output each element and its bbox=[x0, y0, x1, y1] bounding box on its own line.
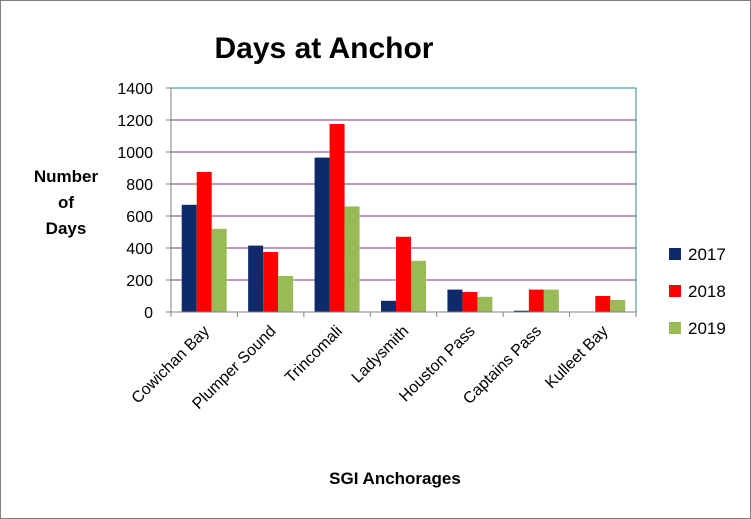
x-tick-label: Kulleet Bay bbox=[542, 323, 611, 392]
bar-2018-0 bbox=[196, 172, 212, 312]
bar-2019-4 bbox=[477, 296, 493, 312]
bar-2019-5 bbox=[543, 289, 559, 312]
bar-2019-2 bbox=[344, 206, 360, 312]
legend: 2017 2018 2019 bbox=[669, 245, 726, 338]
bar-2017-2 bbox=[314, 157, 330, 312]
bar-2018-3 bbox=[396, 236, 411, 312]
bar-2018-2 bbox=[329, 124, 345, 312]
y-axis-title-line-2: of bbox=[58, 193, 74, 212]
bar-2018-5 bbox=[528, 289, 544, 312]
bar-2019-3 bbox=[411, 260, 426, 312]
legend-swatch bbox=[669, 322, 681, 334]
bar-2019-0 bbox=[211, 228, 227, 312]
chart-title: Days at Anchor bbox=[215, 32, 434, 65]
y-tick-label: 1200 bbox=[117, 113, 153, 130]
y-tick-label: 0 bbox=[144, 305, 153, 322]
bar-2017-3 bbox=[381, 300, 396, 312]
y-tick-label: 600 bbox=[126, 209, 153, 226]
y-tick-label: 400 bbox=[126, 241, 153, 258]
axes bbox=[170, 87, 637, 313]
x-tick-label: Ladysmith bbox=[349, 323, 413, 387]
bar-2019-6 bbox=[610, 300, 626, 312]
bar-2017-0 bbox=[181, 204, 197, 312]
y-tick-label: 800 bbox=[126, 177, 153, 194]
bar-2018-6 bbox=[595, 296, 611, 312]
y-axis-title: Number of Days bbox=[34, 167, 99, 238]
bar-2019-1 bbox=[278, 276, 294, 312]
bar-2017-4 bbox=[447, 289, 463, 312]
bar-2018-4 bbox=[462, 292, 478, 312]
y-tick-label: 1000 bbox=[117, 145, 153, 162]
legend-label: 2019 bbox=[688, 319, 726, 338]
y-axis-title-line-3: Days bbox=[46, 219, 87, 238]
bars bbox=[181, 124, 626, 312]
bar-2018-1 bbox=[263, 252, 279, 312]
bar-2017-1 bbox=[248, 245, 264, 312]
y-axis-ticks: 0 200 400 600 800 1000 1200 1400 bbox=[117, 81, 171, 322]
x-tick-label: Trincomali bbox=[282, 323, 346, 387]
legend-swatch bbox=[669, 248, 681, 260]
legend-label: 2017 bbox=[688, 245, 726, 264]
legend-swatch bbox=[669, 285, 681, 297]
y-tick-label: 1400 bbox=[117, 81, 153, 98]
y-tick-label: 200 bbox=[126, 273, 153, 290]
x-axis-title: SGI Anchorages bbox=[329, 469, 461, 488]
y-axis-title-line-1: Number bbox=[34, 167, 99, 186]
bar-2017-5 bbox=[513, 310, 529, 312]
legend-label: 2018 bbox=[688, 282, 726, 301]
